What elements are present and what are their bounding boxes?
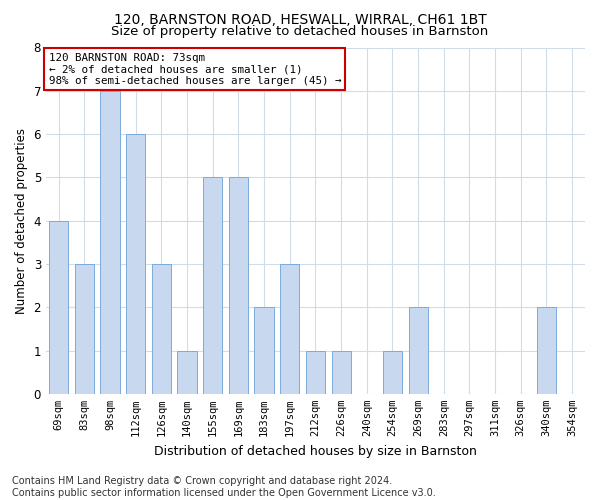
Bar [332, 350, 351, 394]
Bar [203, 178, 223, 394]
X-axis label: Distribution of detached houses by size in Barnston: Distribution of detached houses by size … [154, 444, 477, 458]
Bar [306, 350, 325, 394]
Bar [280, 264, 299, 394]
Bar [229, 178, 248, 394]
Bar [254, 307, 274, 394]
Text: Size of property relative to detached houses in Barnston: Size of property relative to detached ho… [112, 25, 488, 38]
Bar [383, 350, 402, 394]
Text: 120, BARNSTON ROAD, HESWALL, WIRRAL, CH61 1BT: 120, BARNSTON ROAD, HESWALL, WIRRAL, CH6… [113, 12, 487, 26]
Bar [178, 350, 197, 394]
Bar [75, 264, 94, 394]
Bar [126, 134, 145, 394]
Bar [49, 220, 68, 394]
Text: 120 BARNSTON ROAD: 73sqm
← 2% of detached houses are smaller (1)
98% of semi-det: 120 BARNSTON ROAD: 73sqm ← 2% of detache… [49, 52, 341, 86]
Bar [409, 307, 428, 394]
Y-axis label: Number of detached properties: Number of detached properties [15, 128, 28, 314]
Text: Contains HM Land Registry data © Crown copyright and database right 2024.
Contai: Contains HM Land Registry data © Crown c… [12, 476, 436, 498]
Bar [152, 264, 171, 394]
Bar [537, 307, 556, 394]
Bar [100, 91, 120, 394]
